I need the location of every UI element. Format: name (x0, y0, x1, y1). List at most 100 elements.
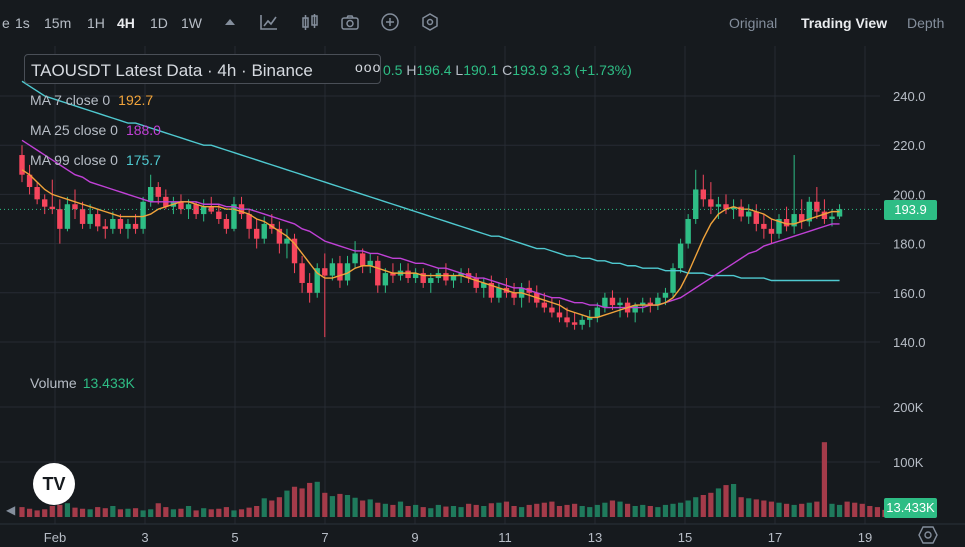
candle (178, 194, 184, 215)
volume-bar (511, 506, 517, 517)
volume-bar (753, 499, 759, 517)
timeframe-1w[interactable]: 1W (181, 15, 202, 31)
ma25-legend: MA 25 close 0 188.0 (30, 122, 161, 138)
candle (329, 258, 336, 281)
price-tick-label: 180.0 (893, 237, 926, 252)
volume-bar (768, 501, 775, 517)
symbol-legend[interactable]: TAOUSDT Latest Data · 4h · Binance ooo (24, 54, 381, 84)
candle (87, 204, 93, 229)
x-tick-label: 19 (858, 530, 872, 545)
volume-bar (852, 502, 858, 517)
volume-bar (19, 507, 25, 517)
candle (208, 196, 214, 215)
volume-bar (87, 509, 93, 517)
more-options-icon[interactable]: ooo (355, 59, 382, 75)
volume-bar (602, 502, 608, 517)
chart-area[interactable]: 240.0 220.0 200.0 180.0 160.0 140.0 200K 100K Fe… (0, 46, 965, 547)
timeframe-4h[interactable]: 4H (117, 15, 135, 31)
price-tick-label: 200.0 (893, 187, 926, 202)
volume-bar (496, 502, 502, 517)
volume-bar (148, 509, 154, 517)
volume-bar (163, 507, 169, 517)
camera-icon[interactable] (340, 12, 360, 32)
volume-bar (72, 507, 78, 517)
volume-bar (170, 509, 176, 517)
view-depth-button[interactable]: Depth (907, 15, 945, 31)
candle (34, 182, 40, 205)
candle (322, 253, 328, 338)
volume-bar (443, 506, 449, 517)
chevron-up-icon[interactable] (220, 12, 240, 32)
scroll-left-icon[interactable]: ◀ (6, 503, 16, 517)
close-value: 193.9 (512, 62, 548, 78)
x-tick-label: Feb (44, 530, 66, 545)
volume-bar (42, 509, 48, 517)
volume-bar (223, 507, 229, 517)
candle (708, 182, 714, 215)
volume-bar (685, 500, 691, 517)
candle (693, 169, 699, 224)
volume-bar (337, 493, 343, 517)
x-tick-label: 7 (321, 530, 328, 545)
candle (723, 194, 729, 215)
volume-bar (473, 504, 479, 517)
add-icon[interactable] (380, 12, 400, 32)
candle (132, 214, 139, 234)
volume-bar (488, 503, 494, 517)
candle (571, 312, 578, 330)
candle (670, 263, 676, 298)
candle (420, 268, 426, 288)
volume-bar (390, 504, 396, 517)
chart-settings-icon[interactable] (918, 526, 938, 544)
candle (412, 268, 419, 283)
view-trading-view-button[interactable]: Trading View (801, 15, 888, 31)
candle (95, 209, 101, 232)
volume-bar (132, 508, 139, 517)
timeframe-15m[interactable]: 15m (44, 15, 72, 31)
view-original-button[interactable]: Original (729, 15, 778, 31)
volume-bar (428, 508, 434, 517)
volume-bar (322, 492, 328, 517)
volume-bar (466, 503, 472, 517)
axis-labels: 240.0 220.0 200.0 180.0 160.0 140.0 200K 100K Fe… (44, 89, 926, 545)
indicator-icon[interactable] (259, 12, 279, 32)
candle (110, 211, 116, 234)
change-value: 3.3 (+1.73%) (551, 62, 632, 78)
volume-bar (556, 506, 563, 517)
volume-label: Volume (30, 375, 77, 391)
timeframe-1s[interactable]: 1s (15, 15, 30, 31)
volume-bar (49, 506, 55, 517)
candle (102, 219, 108, 239)
volume-bar (594, 504, 600, 517)
settings-hex-icon[interactable] (420, 12, 440, 32)
volume-bar (806, 502, 812, 517)
volume-bar (874, 507, 881, 517)
timeframe-e[interactable]: e (2, 15, 10, 31)
candle (117, 214, 124, 234)
volume-bar (185, 506, 192, 517)
candle (481, 278, 487, 298)
candle (19, 145, 25, 183)
candle (291, 233, 298, 274)
tradingview-logo[interactable]: TV (33, 463, 75, 505)
timeframe-1d[interactable]: 1D (150, 15, 168, 31)
volume-bar (534, 503, 540, 517)
x-tick-label: 9 (411, 530, 418, 545)
volume-bar (254, 506, 260, 517)
volume-bar (564, 504, 570, 517)
candle (738, 199, 744, 222)
ma7-value: 192.7 (118, 92, 154, 108)
candle (299, 255, 305, 293)
volume-bar (662, 504, 669, 517)
volume-bar (579, 506, 585, 517)
candle-style-icon[interactable] (300, 12, 320, 32)
ma7-label: MA 7 close 0 (30, 92, 111, 108)
candle (556, 300, 563, 323)
grid-lines (0, 46, 965, 525)
timeframe-1h[interactable]: 1H (87, 15, 105, 31)
volume-bar (625, 503, 631, 517)
volume-bar (397, 501, 404, 517)
volume-bar (670, 503, 676, 517)
x-tick-label: 17 (768, 530, 782, 545)
open-tail: 0.5 (383, 62, 403, 78)
